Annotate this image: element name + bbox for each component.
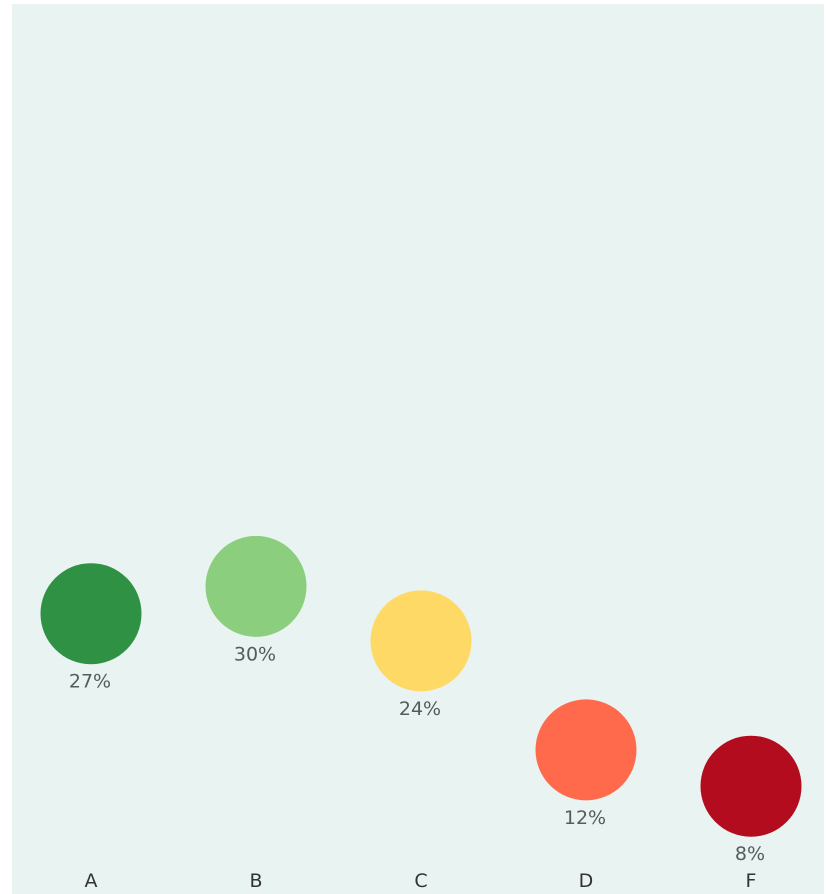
- category-label-c: C: [414, 870, 427, 892]
- value-label-f: 8%: [735, 843, 765, 865]
- category-label-f: F: [746, 870, 757, 892]
- category-label-b: B: [249, 870, 262, 892]
- value-label-b: 30%: [234, 643, 276, 665]
- bubble-d: [535, 699, 637, 801]
- category-axis-band: [12, 859, 824, 894]
- bubble-c: [370, 590, 472, 692]
- bubble-f: [700, 735, 802, 837]
- bubble-b: [205, 535, 307, 637]
- chart-marks: 27% A 30% B 24% C 12% D 8% F: [40, 535, 802, 892]
- category-label-a: A: [85, 870, 98, 892]
- value-label-c: 24%: [399, 698, 441, 720]
- category-label-d: D: [579, 870, 594, 892]
- value-label-d: 12%: [564, 807, 606, 829]
- value-label-a: 27%: [69, 671, 111, 693]
- plot-background: [12, 4, 824, 859]
- bubble-a: [40, 563, 142, 665]
